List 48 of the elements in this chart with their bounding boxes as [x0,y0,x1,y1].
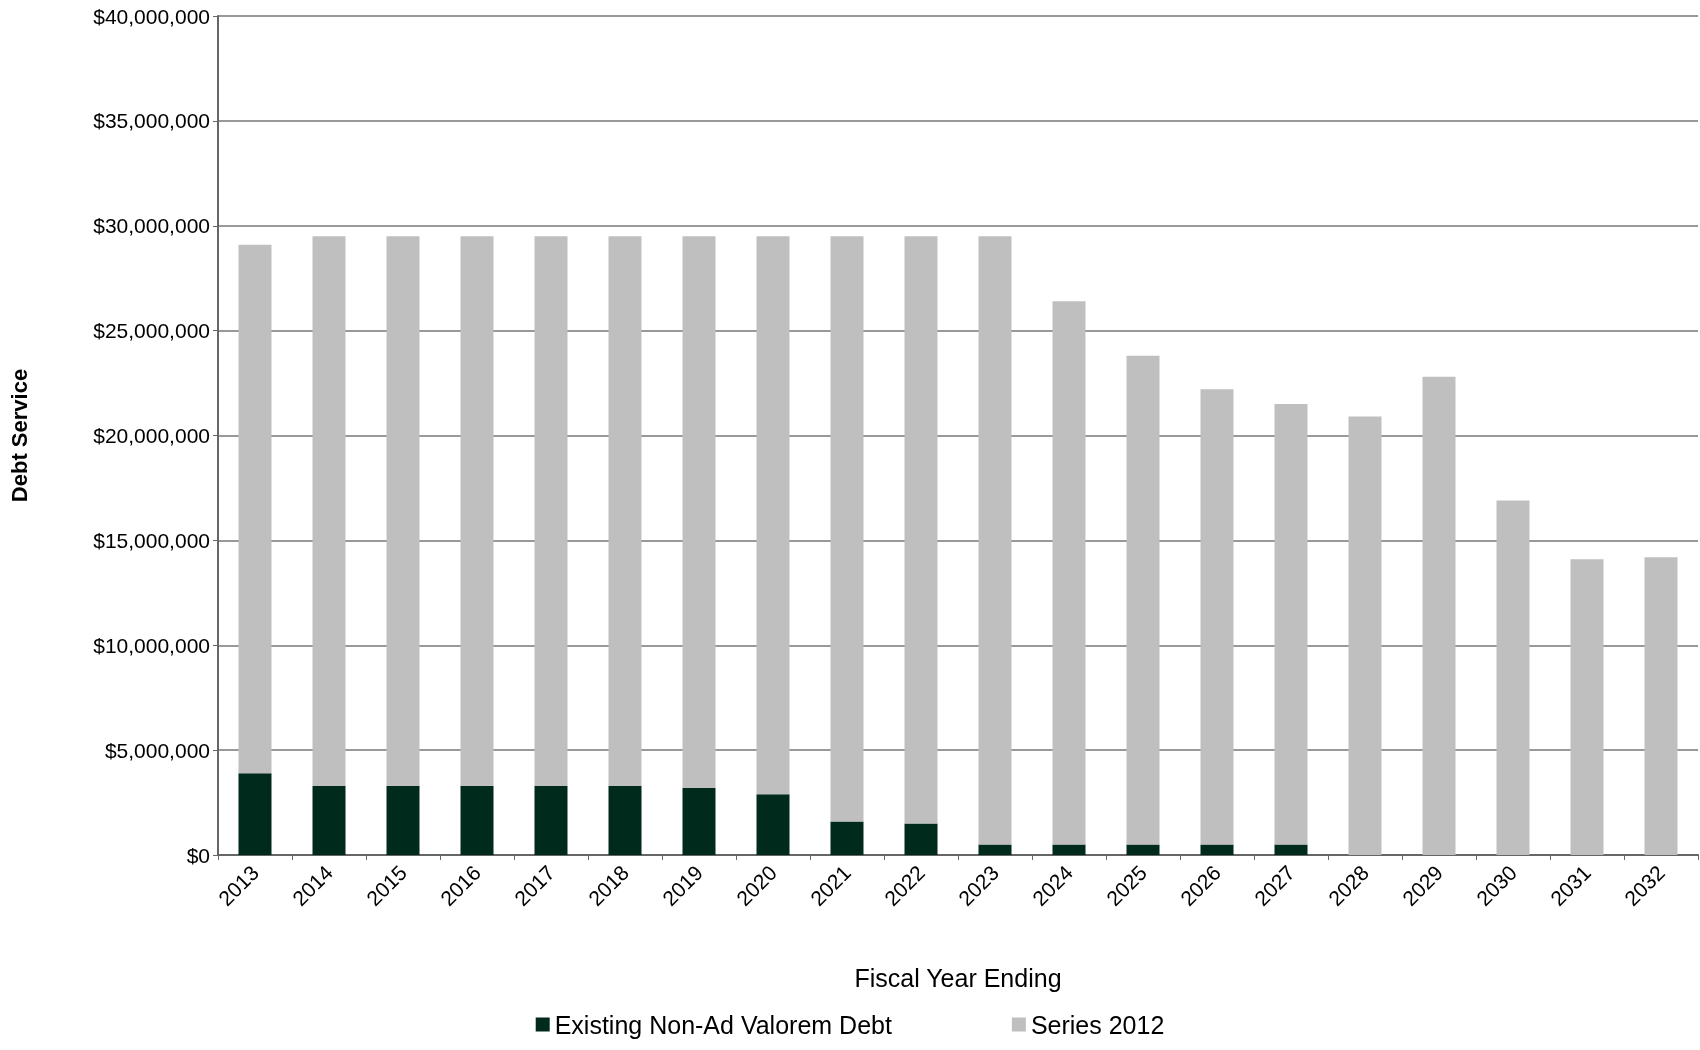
bar [312,785,346,855]
bar [682,787,716,855]
bar [1422,376,1456,855]
y-tick-label: $20,000,000 [93,424,210,447]
bar [904,823,938,855]
bar [460,785,494,855]
bar [1052,301,1086,845]
bar [608,785,642,855]
y-tick-label: $25,000,000 [93,319,210,343]
x-axis-title: Fiscal Year Ending [854,963,1062,992]
bar [238,244,272,774]
bar [904,236,938,824]
bar [238,773,272,855]
legend-label: Existing Non-Ad Valorem Debt [554,1010,892,1039]
y-tick-label: $40,000,000 [93,4,210,28]
y-tick-label: $30,000,000 [93,214,210,238]
bar [1200,844,1234,855]
legend-label: Series 2012 [1030,1010,1165,1039]
bar [460,236,494,786]
bar [1644,557,1678,855]
bar [534,236,568,786]
bar [386,236,420,786]
bar [682,236,716,788]
bar [534,785,568,855]
bar [1274,844,1308,855]
y-tick-label: $10,000,000 [93,633,210,657]
bar [1126,844,1160,855]
bar [1348,416,1382,855]
bar [312,236,346,786]
bar [1274,404,1308,845]
bar [1496,500,1530,855]
bar [1126,355,1160,845]
bar [978,236,1012,845]
bar [756,794,790,855]
y-tick-label: $5,000,000 [104,738,210,762]
bar [1570,559,1604,855]
y-tick-label: $15,000,000 [93,528,210,552]
y-axis-title: Debt Service [6,368,32,503]
y-tick-label: $0 [186,843,210,867]
bar [756,236,790,795]
y-tick-label: $35,000,000 [93,109,210,133]
bar [978,844,1012,855]
bar [830,236,864,822]
bar [386,785,420,855]
bar [608,236,642,786]
bar [830,821,864,855]
bar [1052,844,1086,855]
bar [1200,389,1234,845]
